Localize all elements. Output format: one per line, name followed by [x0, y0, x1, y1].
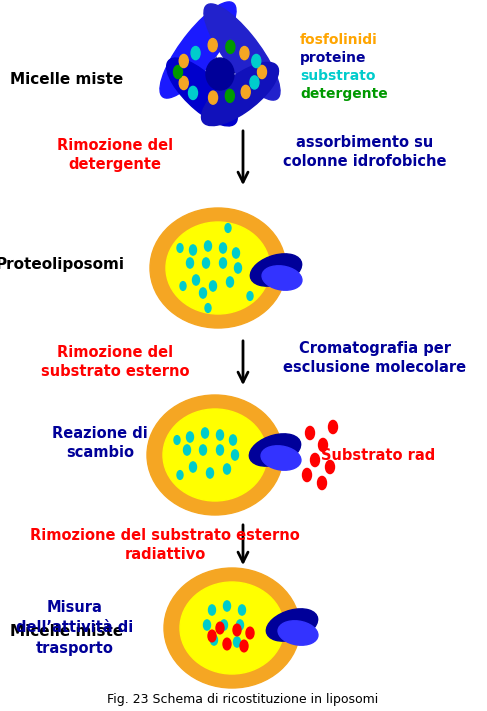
Circle shape — [184, 445, 190, 455]
Circle shape — [226, 41, 235, 53]
Ellipse shape — [166, 222, 270, 314]
Circle shape — [173, 65, 183, 79]
Circle shape — [187, 258, 193, 268]
Circle shape — [231, 450, 239, 460]
Text: detergente: detergente — [300, 87, 388, 101]
Circle shape — [217, 430, 224, 440]
Circle shape — [209, 281, 217, 291]
Circle shape — [208, 605, 216, 615]
Text: Rimozione del substrato esterno
radiattivo: Rimozione del substrato esterno radiatti… — [30, 528, 300, 562]
Circle shape — [252, 55, 261, 68]
Circle shape — [208, 38, 217, 52]
Circle shape — [206, 468, 213, 478]
Circle shape — [188, 86, 198, 100]
Circle shape — [217, 445, 224, 455]
Circle shape — [191, 46, 200, 60]
Circle shape — [311, 454, 319, 466]
Circle shape — [302, 469, 312, 481]
Circle shape — [221, 620, 227, 630]
Circle shape — [325, 461, 335, 474]
Circle shape — [208, 91, 218, 105]
Text: substrato: substrato — [300, 69, 375, 83]
Circle shape — [241, 85, 250, 99]
Circle shape — [174, 436, 180, 444]
Text: Proteoliposomi: Proteoliposomi — [0, 257, 125, 272]
Circle shape — [177, 244, 183, 252]
Ellipse shape — [164, 568, 300, 688]
Circle shape — [203, 258, 209, 268]
Text: Fig. 23 Schema di ricostituzione in liposomi: Fig. 23 Schema di ricostituzione in lipo… — [107, 693, 378, 707]
Circle shape — [205, 241, 211, 251]
Circle shape — [246, 627, 254, 639]
Circle shape — [223, 638, 231, 650]
Circle shape — [318, 476, 326, 490]
Ellipse shape — [163, 409, 267, 501]
Ellipse shape — [249, 434, 300, 466]
Circle shape — [220, 258, 226, 268]
Circle shape — [240, 640, 248, 652]
Ellipse shape — [278, 621, 318, 645]
Ellipse shape — [262, 266, 302, 290]
Text: Cromatografia per
esclusione molecolare: Cromatografia per esclusione molecolare — [283, 341, 467, 375]
Circle shape — [187, 432, 193, 442]
Circle shape — [329, 420, 337, 434]
Circle shape — [216, 622, 224, 634]
Ellipse shape — [202, 63, 279, 126]
Ellipse shape — [147, 395, 283, 515]
Circle shape — [200, 288, 206, 298]
Circle shape — [180, 282, 186, 290]
Circle shape — [237, 620, 244, 630]
Ellipse shape — [206, 58, 234, 90]
Ellipse shape — [250, 254, 301, 286]
Circle shape — [210, 635, 218, 645]
Ellipse shape — [180, 582, 284, 674]
Circle shape — [247, 292, 253, 300]
Circle shape — [258, 65, 266, 79]
Circle shape — [226, 277, 233, 287]
Text: Reazione di
scambio: Reazione di scambio — [52, 426, 148, 461]
Circle shape — [202, 428, 208, 438]
Circle shape — [225, 224, 231, 232]
Circle shape — [220, 243, 226, 253]
Ellipse shape — [204, 4, 280, 100]
Circle shape — [305, 427, 315, 439]
Circle shape — [179, 55, 188, 68]
Circle shape — [204, 620, 210, 630]
Text: Substrato rad: Substrato rad — [321, 447, 435, 462]
Circle shape — [200, 445, 206, 455]
Text: Misura
dell’attività di
trasporto: Misura dell’attività di trasporto — [17, 599, 133, 656]
Circle shape — [235, 263, 242, 273]
Text: proteine: proteine — [300, 51, 367, 65]
Text: Micelle miste: Micelle miste — [10, 624, 123, 638]
Circle shape — [233, 624, 241, 636]
Circle shape — [225, 90, 234, 102]
Circle shape — [239, 605, 245, 615]
Circle shape — [177, 471, 183, 479]
Ellipse shape — [266, 609, 318, 641]
Circle shape — [192, 275, 200, 285]
Ellipse shape — [160, 2, 236, 98]
Circle shape — [240, 46, 249, 60]
Text: assorbimento su
colonne idrofobiche: assorbimento su colonne idrofobiche — [283, 134, 447, 169]
Circle shape — [189, 462, 196, 472]
Circle shape — [233, 637, 241, 647]
Circle shape — [232, 248, 240, 258]
Ellipse shape — [167, 58, 237, 126]
Ellipse shape — [261, 446, 301, 470]
Text: Rimozione del
substrato esterno: Rimozione del substrato esterno — [41, 345, 189, 380]
Circle shape — [208, 630, 216, 642]
Circle shape — [250, 76, 259, 89]
Ellipse shape — [150, 208, 286, 328]
Circle shape — [224, 464, 230, 474]
Circle shape — [224, 601, 230, 611]
Circle shape — [189, 245, 196, 255]
Text: Micelle miste: Micelle miste — [10, 73, 123, 87]
Circle shape — [229, 435, 237, 445]
Circle shape — [205, 304, 211, 312]
Circle shape — [179, 76, 188, 90]
Text: Rimozione del
detergente: Rimozione del detergente — [57, 138, 173, 172]
Circle shape — [318, 439, 327, 451]
Text: fosfolinidi: fosfolinidi — [300, 33, 378, 47]
